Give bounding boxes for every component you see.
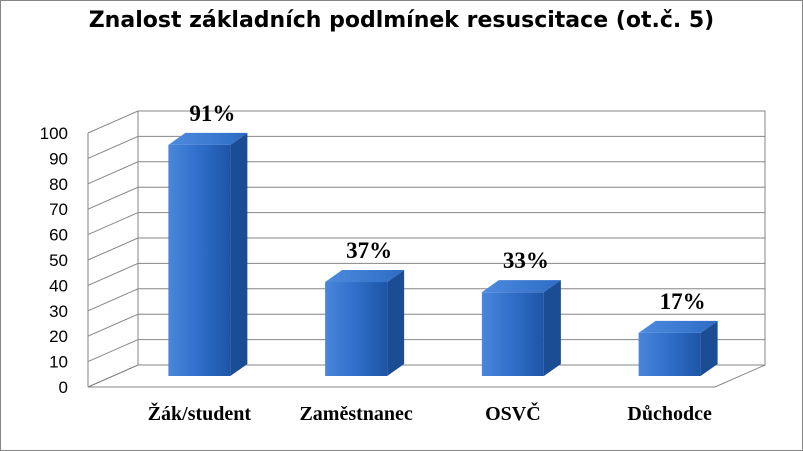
bar: 37% [325, 238, 405, 376]
bar: 17% [638, 289, 718, 376]
x-tick-label: Žák/student [148, 401, 252, 425]
bar-side [700, 320, 718, 376]
x-tick-label: OSVČ [485, 401, 541, 425]
data-label: 91% [189, 101, 235, 126]
bar-front [481, 292, 544, 376]
x-axis-labels: Žák/student Zaměstnanec OSVČ Důchodce [148, 401, 712, 425]
data-label: 37% [346, 238, 392, 263]
bar-side [230, 132, 248, 376]
bar-front [638, 332, 701, 376]
bar: 91% [168, 101, 248, 376]
bar: 33% [481, 248, 561, 376]
y-tick-label: 60 [49, 226, 68, 245]
gridline [87, 212, 765, 236]
gridline [87, 262, 765, 286]
bar-top [481, 280, 561, 293]
y-tick-label: 90 [49, 149, 68, 168]
y-tick-label: 30 [49, 302, 68, 321]
x-tick-label: Zaměstnanec [299, 403, 412, 425]
y-tick-label: 70 [49, 200, 68, 219]
y-tick-label: 0 [59, 378, 68, 397]
bar-top [638, 320, 718, 333]
y-tick-label: 40 [49, 276, 68, 295]
bar-top [168, 132, 248, 145]
y-tick-label: 100 [40, 124, 68, 143]
gridline [87, 186, 765, 210]
bar-front [325, 282, 388, 376]
bar-side [387, 270, 405, 376]
bar-top [325, 270, 405, 283]
y-axis-ticks: 0 10 20 30 40 50 60 70 80 90 100 [40, 124, 68, 397]
gridline [87, 161, 765, 185]
y-tick-label: 50 [49, 251, 68, 270]
chart-title: Znalost základních podlmínek resuscitace… [88, 8, 715, 33]
data-label: 17% [660, 289, 706, 314]
gridline [87, 135, 765, 159]
y-tick-label: 80 [49, 175, 68, 194]
gridline [87, 237, 765, 261]
x-tick-label: Důchodce [627, 403, 712, 425]
data-label: 33% [503, 248, 549, 273]
gridline [87, 110, 765, 134]
bar-front [168, 144, 231, 376]
y-tick-label: 20 [49, 327, 68, 346]
y-tick-label: 10 [49, 353, 68, 372]
bars: 91% 37% 33% 17% [168, 101, 718, 376]
bar-side [543, 280, 561, 376]
